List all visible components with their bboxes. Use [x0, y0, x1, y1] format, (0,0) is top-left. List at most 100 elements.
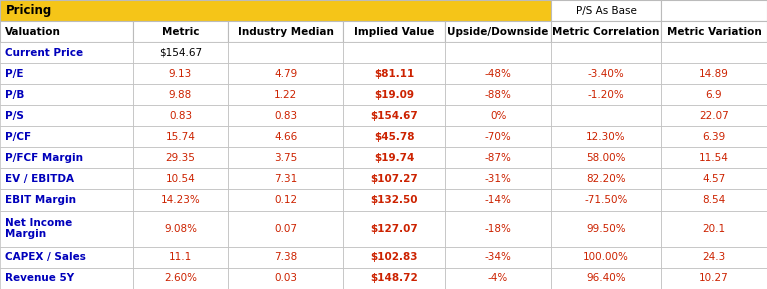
Text: $132.50: $132.50: [370, 195, 418, 205]
Bar: [344, 105, 445, 126]
Bar: [445, 105, 551, 126]
Bar: [445, 190, 551, 210]
Bar: [551, 190, 661, 210]
Text: -48%: -48%: [485, 69, 512, 79]
Text: 0.07: 0.07: [275, 224, 298, 234]
Text: 82.20%: 82.20%: [586, 174, 626, 184]
Text: Implied Value: Implied Value: [354, 27, 434, 37]
Bar: [551, 63, 661, 84]
Bar: [133, 190, 229, 210]
Bar: [133, 210, 229, 247]
Text: 4.66: 4.66: [274, 132, 298, 142]
Bar: [551, 147, 661, 168]
Text: 9.88: 9.88: [169, 90, 192, 100]
Text: 4.57: 4.57: [703, 174, 726, 184]
Bar: [229, 63, 344, 84]
Bar: [344, 247, 445, 268]
Text: 11.1: 11.1: [169, 252, 192, 262]
Text: -18%: -18%: [485, 224, 512, 234]
Text: $19.74: $19.74: [374, 153, 414, 163]
Bar: [344, 126, 445, 147]
Text: Metric: Metric: [162, 27, 199, 37]
Text: Upside/Downside: Upside/Downside: [447, 27, 548, 37]
Text: -70%: -70%: [485, 132, 512, 142]
Bar: [551, 84, 661, 105]
Bar: [661, 63, 767, 84]
Bar: [344, 268, 445, 289]
Text: 8.54: 8.54: [703, 195, 726, 205]
Bar: [133, 268, 229, 289]
Bar: [445, 84, 551, 105]
Text: -14%: -14%: [485, 195, 512, 205]
Bar: [445, 63, 551, 84]
Text: $154.67: $154.67: [370, 111, 418, 121]
Text: 3.75: 3.75: [274, 153, 298, 163]
Bar: [344, 210, 445, 247]
Bar: [551, 0, 661, 21]
Bar: [445, 268, 551, 289]
Text: 0.12: 0.12: [274, 195, 298, 205]
Bar: [661, 210, 767, 247]
Text: 20.1: 20.1: [703, 224, 726, 234]
Text: 100.00%: 100.00%: [583, 252, 629, 262]
Bar: [661, 84, 767, 105]
Text: 2.60%: 2.60%: [164, 273, 197, 284]
Bar: [344, 84, 445, 105]
Bar: [229, 105, 344, 126]
Text: CAPEX / Sales: CAPEX / Sales: [5, 252, 86, 262]
Text: Metric Correlation: Metric Correlation: [552, 27, 660, 37]
Bar: [0, 84, 133, 105]
Bar: [0, 210, 133, 247]
Text: -71.50%: -71.50%: [584, 195, 627, 205]
Text: Current Price: Current Price: [5, 48, 83, 58]
Bar: [0, 42, 133, 63]
Text: 4.79: 4.79: [274, 69, 298, 79]
Text: 6.9: 6.9: [706, 90, 723, 100]
Text: Pricing: Pricing: [6, 4, 52, 17]
Bar: [661, 268, 767, 289]
Text: 58.00%: 58.00%: [586, 153, 626, 163]
Bar: [661, 168, 767, 190]
Bar: [0, 247, 133, 268]
Bar: [661, 0, 767, 21]
Bar: [661, 105, 767, 126]
Text: 7.38: 7.38: [274, 252, 298, 262]
Bar: [0, 105, 133, 126]
Text: 0%: 0%: [490, 111, 506, 121]
Text: 11.54: 11.54: [699, 153, 729, 163]
Text: 24.3: 24.3: [703, 252, 726, 262]
Text: EBIT Margin: EBIT Margin: [5, 195, 76, 205]
Bar: [344, 147, 445, 168]
Text: 99.50%: 99.50%: [586, 224, 626, 234]
Bar: [344, 63, 445, 84]
Bar: [445, 42, 551, 63]
Bar: [344, 21, 445, 42]
Text: Metric Variation: Metric Variation: [667, 27, 762, 37]
Text: $45.78: $45.78: [374, 132, 414, 142]
Text: 22.07: 22.07: [699, 111, 729, 121]
Bar: [551, 247, 661, 268]
Text: -34%: -34%: [485, 252, 512, 262]
Text: Valuation: Valuation: [5, 27, 61, 37]
Text: $154.67: $154.67: [159, 48, 202, 58]
Bar: [661, 42, 767, 63]
Bar: [133, 84, 229, 105]
Bar: [133, 247, 229, 268]
Bar: [229, 147, 344, 168]
Bar: [445, 247, 551, 268]
Bar: [0, 168, 133, 190]
Bar: [0, 147, 133, 168]
Bar: [551, 268, 661, 289]
Text: P/FCF Margin: P/FCF Margin: [5, 153, 83, 163]
Bar: [445, 21, 551, 42]
Text: 9.13: 9.13: [169, 69, 192, 79]
Text: 14.23%: 14.23%: [160, 195, 200, 205]
Bar: [551, 105, 661, 126]
Bar: [133, 147, 229, 168]
Text: 0.03: 0.03: [275, 273, 298, 284]
Text: $19.09: $19.09: [374, 90, 414, 100]
Bar: [229, 190, 344, 210]
Text: P/B: P/B: [5, 90, 25, 100]
Bar: [229, 84, 344, 105]
Bar: [551, 168, 661, 190]
